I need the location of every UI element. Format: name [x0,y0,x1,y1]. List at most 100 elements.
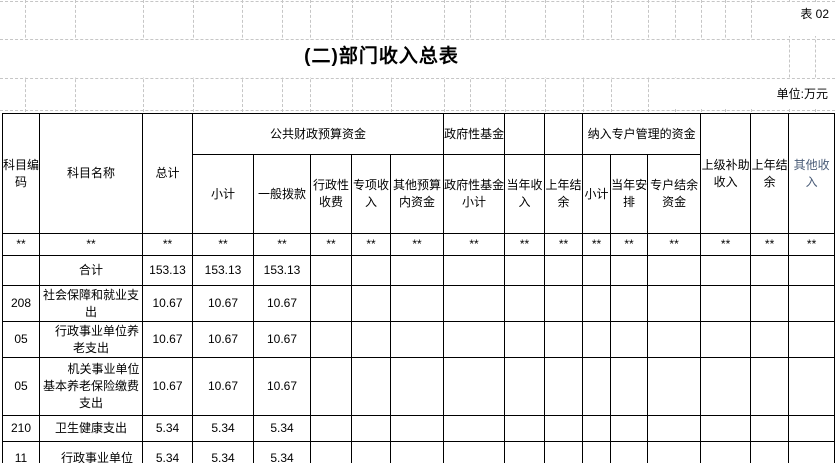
empty-cell[interactable] [443,321,506,358]
empty-cell[interactable] [544,285,584,322]
empty-cell[interactable] [700,285,752,322]
empty-cell[interactable] [389,285,445,322]
empty-cell[interactable] [504,321,546,358]
empty-cell[interactable] [582,441,612,463]
value-cell[interactable]: 10.67 [142,321,193,358]
name-cell[interactable]: 行政事业单位养老支出 [39,321,143,358]
header-subject-name[interactable]: 科目名称 [39,113,143,234]
value-cell[interactable]: 5.34 [253,441,311,463]
table-number-cell[interactable]: 表 02 [780,2,835,36]
empty-cell[interactable] [389,357,445,416]
masked-cell[interactable]: ** [253,233,311,256]
header-special-income[interactable]: 专项收入 [351,154,391,234]
masked-cell[interactable]: ** [610,233,649,256]
code-cell[interactable] [2,255,40,286]
value-cell[interactable]: 5.34 [192,415,254,442]
empty-cell[interactable] [582,357,612,416]
masked-cell[interactable]: ** [39,233,143,256]
header-group-govfund[interactable]: 政府性基金 [443,113,506,155]
value-cell[interactable]: 5.34 [142,441,193,463]
empty-cell[interactable] [610,415,649,442]
empty-cell[interactable] [700,255,752,286]
empty-cell[interactable] [504,285,546,322]
value-cell[interactable]: 153.13 [142,255,193,286]
masked-cell[interactable]: ** [582,233,612,256]
empty-cell[interactable] [647,441,702,463]
header-govfund-subtotal[interactable]: 政府性基金小计 [443,154,506,234]
empty-cell[interactable] [544,357,584,416]
header-subject-code[interactable]: 科目编码 [2,113,40,234]
name-cell[interactable]: 卫生健康支出 [39,415,143,442]
masked-cell[interactable]: ** [2,233,40,256]
empty-cell[interactable] [351,255,391,286]
empty-cell[interactable] [443,357,506,416]
masked-cell[interactable]: ** [389,233,445,256]
masked-cell[interactable]: ** [647,233,702,256]
empty-cell[interactable] [389,441,445,463]
masked-cell[interactable]: ** [142,233,193,256]
header-current-income[interactable]: 当年收入 [504,154,546,234]
header-other-income[interactable]: 其他收入 [788,113,835,234]
sheet-title[interactable]: (二)部门收入总表 [3,40,760,77]
empty-cell[interactable] [310,285,352,322]
empty-cell[interactable] [788,285,835,322]
empty-cell[interactable] [310,357,352,416]
code-cell[interactable]: 208 [2,285,40,322]
header-admin-fee[interactable]: 行政性收费 [310,154,352,234]
header-prev-year-balance[interactable]: 上年结余 [750,113,790,234]
empty-cell[interactable] [389,321,445,358]
header-sa-balance[interactable]: 专户结余资金 [647,154,702,234]
empty-cell[interactable] [788,415,835,442]
code-cell[interactable]: 11 [2,441,40,463]
empty-cell[interactable] [310,255,352,286]
empty-cell[interactable] [504,255,546,286]
empty-cell[interactable] [310,415,352,442]
unit-label[interactable]: 单位:万元 [650,79,835,109]
empty-cell[interactable] [351,441,391,463]
header-sa-current[interactable]: 当年安排 [610,154,649,234]
value-cell[interactable]: 10.67 [253,357,311,416]
empty-cell[interactable] [544,441,584,463]
value-cell[interactable]: 5.34 [192,441,254,463]
empty-cell[interactable] [750,357,790,416]
masked-cell[interactable]: ** [443,233,506,256]
masked-cell[interactable]: ** [750,233,790,256]
empty-cell[interactable] [443,441,506,463]
header-superior-subsidy[interactable]: 上级补助收入 [700,113,752,234]
header-other-budget[interactable]: 其他预算内资金 [389,154,445,234]
value-cell[interactable]: 153.13 [192,255,254,286]
empty-cell[interactable] [389,415,445,442]
value-cell[interactable]: 10.67 [192,321,254,358]
empty-cell[interactable] [504,441,546,463]
name-cell[interactable]: 社会保障和就业支出 [39,285,143,322]
empty-cell[interactable] [788,357,835,416]
empty-cell[interactable] [647,285,702,322]
empty-cell[interactable] [582,255,612,286]
empty-cell[interactable] [582,415,612,442]
header-group-public-budget[interactable]: 公共财政预算资金 [191,113,445,155]
empty-cell[interactable] [700,415,752,442]
empty-cell[interactable] [351,415,391,442]
empty-cell[interactable] [544,255,584,286]
empty-cell[interactable] [788,441,835,463]
empty-cell[interactable] [504,415,546,442]
empty-cell[interactable] [544,321,584,358]
header-empty-cell[interactable] [504,113,546,155]
empty-cell[interactable] [351,285,391,322]
name-cell[interactable]: 合计 [39,255,143,286]
empty-cell[interactable] [610,321,649,358]
masked-cell[interactable]: ** [310,233,352,256]
value-cell[interactable]: 5.34 [253,415,311,442]
empty-cell[interactable] [750,441,790,463]
empty-cell[interactable] [750,285,790,322]
code-cell[interactable]: 05 [2,321,40,358]
value-cell[interactable]: 10.67 [192,285,254,322]
header-total[interactable]: 总计 [142,113,193,234]
masked-cell[interactable]: ** [700,233,752,256]
masked-cell[interactable]: ** [504,233,546,256]
empty-cell[interactable] [700,357,752,416]
empty-cell[interactable] [647,321,702,358]
empty-cell[interactable] [750,415,790,442]
empty-cell[interactable] [351,357,391,416]
masked-cell[interactable]: ** [788,233,835,256]
